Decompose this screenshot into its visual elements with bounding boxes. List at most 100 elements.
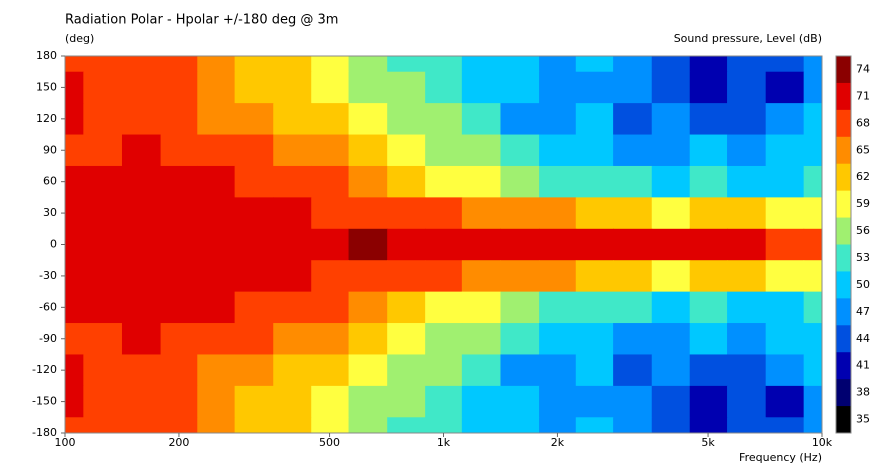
heat-cell (311, 323, 350, 355)
heat-cell (765, 323, 805, 355)
heat-cell (689, 385, 728, 418)
heat-cell (651, 103, 691, 136)
heat-cell (727, 134, 767, 167)
heat-cell (160, 260, 198, 293)
heat-cell (311, 71, 350, 104)
heat-cell (613, 291, 653, 324)
heat-cell (425, 417, 463, 434)
heat-cell (803, 260, 823, 293)
heat-cell (387, 134, 426, 167)
heat-cell (689, 56, 728, 73)
heat-cell (197, 56, 236, 73)
heat-cell (613, 165, 653, 198)
heat-cell (273, 71, 312, 104)
heat-cell (765, 103, 805, 136)
heat-cell (575, 71, 614, 104)
heat-cell (83, 385, 123, 418)
heat-cell (613, 228, 653, 261)
heat-cell (651, 417, 691, 434)
heat-cell (765, 71, 805, 104)
y-tick-label: 180 (36, 49, 57, 62)
y-tick-label: 60 (43, 175, 57, 188)
heat-cell (197, 103, 236, 136)
colorbar-label: 38 (856, 386, 870, 399)
heat-cell (311, 385, 350, 418)
heat-cell (500, 197, 540, 230)
heat-cell (83, 354, 123, 387)
heat-cell (727, 197, 767, 230)
y-tick-label: -180 (32, 426, 57, 439)
heat-cell (65, 385, 84, 418)
heat-cell (65, 291, 84, 324)
heat-cell (461, 71, 501, 104)
heat-cell (539, 134, 577, 167)
heat-cell (348, 71, 388, 104)
heat-cell (539, 323, 577, 355)
heat-cell (689, 134, 728, 167)
colorbar-label: 68 (856, 116, 870, 129)
heat-cell (387, 260, 426, 293)
heat-cell (65, 197, 84, 230)
heat-cell (83, 260, 123, 293)
heat-cell (83, 323, 123, 355)
heat-cell (500, 71, 540, 104)
colorbar-label: 65 (856, 143, 870, 156)
heat-cell (803, 323, 823, 355)
heat-cell (689, 323, 728, 355)
heat-cell (727, 385, 767, 418)
heat-cell (539, 56, 577, 73)
heat-cell (651, 165, 691, 198)
heat-cell (575, 385, 614, 418)
heat-cell (121, 385, 162, 418)
heat-cell (539, 417, 577, 434)
y-tick-label: 90 (43, 143, 57, 156)
heat-cell (234, 71, 274, 104)
heat-cell (689, 197, 728, 230)
heat-cell (273, 56, 312, 73)
heat-cell (613, 134, 653, 167)
heat-cell (348, 228, 388, 261)
heat-cell (83, 103, 123, 136)
heat-cell (500, 417, 540, 434)
heat-cell (539, 228, 577, 261)
heat-cell (234, 354, 274, 387)
heat-cell (539, 354, 577, 387)
heat-cell (689, 260, 728, 293)
heat-cell (461, 56, 501, 73)
heat-cell (539, 385, 577, 418)
heat-cell (121, 103, 162, 136)
y-tick-label: -60 (39, 300, 57, 313)
x-tick-label: 10k (812, 436, 833, 449)
heat-cell (197, 165, 236, 198)
heat-cell (425, 71, 463, 104)
x-tick-label: 2k (551, 436, 565, 449)
heat-cell (348, 197, 388, 230)
heat-cell (348, 323, 388, 355)
heat-cell (387, 291, 426, 324)
heat-cell (689, 291, 728, 324)
y-tick-label: 0 (50, 238, 57, 251)
heat-cell (651, 134, 691, 167)
heat-cell (575, 103, 614, 136)
heat-cell (803, 103, 823, 136)
heat-cell (387, 323, 426, 355)
heat-cell (727, 260, 767, 293)
colorbar-label: 71 (856, 89, 870, 102)
colorbar-label: 59 (856, 197, 870, 210)
heat-cell (311, 56, 350, 73)
heat-cell (234, 417, 274, 434)
heat-cell (387, 354, 426, 387)
heat-cell (727, 71, 767, 104)
colorbar-label: 53 (856, 251, 870, 264)
heat-cell (311, 291, 350, 324)
colorbar-band (836, 325, 851, 353)
y-tick-label: -150 (32, 395, 57, 408)
heat-cell (575, 354, 614, 387)
heat-cell (461, 103, 501, 136)
colorbar-label: 74 (856, 62, 870, 75)
heat-cell (425, 260, 463, 293)
heat-cell (765, 291, 805, 324)
heat-cell (425, 103, 463, 136)
y-tick-label: 150 (36, 80, 57, 93)
heat-cell (121, 417, 162, 434)
